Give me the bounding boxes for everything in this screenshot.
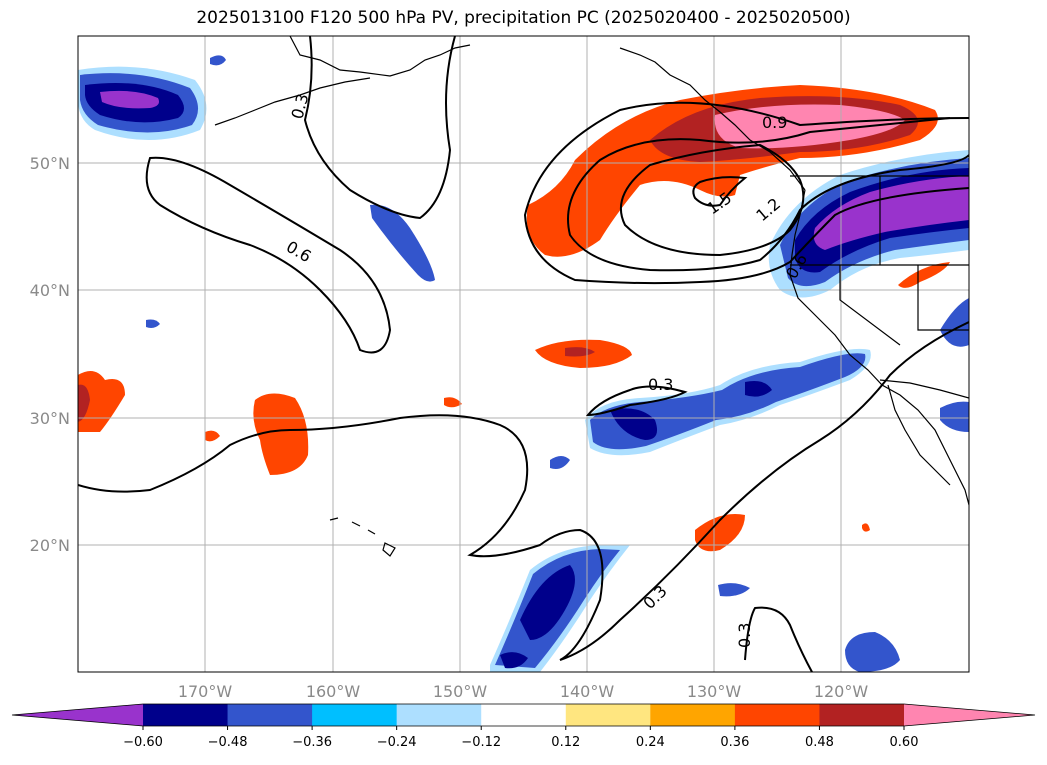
colorbar-tick-label: −0.36 — [292, 735, 332, 750]
colorbar-tick-label: 0.12 — [551, 735, 580, 750]
pv-contour-0.3-subtropical — [78, 321, 969, 661]
colorbar-bin — [481, 704, 567, 726]
map-content: 0.3 0.6 0.9 1.2 1.5 0.3 0.3 0.3 0.6 — [78, 36, 969, 672]
figure-title: 2025013100 F120 500 hPa PV, precipitatio… — [196, 8, 851, 28]
colorbar-bin — [819, 704, 905, 726]
precip-positive-region — [695, 514, 745, 552]
precip-negative-region — [500, 652, 528, 669]
lon-label-170w: 170°W — [178, 682, 233, 701]
pv-label: 0.9 — [762, 113, 787, 132]
lon-label-120w: 120°W — [814, 682, 869, 701]
pv-contour-0.9 — [523, 101, 969, 285]
longitude-labels: 170°W 160°W 150°W 140°W 130°W 120°W — [178, 682, 869, 701]
precip-negative-region — [718, 583, 750, 597]
pv-contour-0.3-south — [744, 606, 813, 672]
precip-negative-region — [940, 298, 969, 347]
colorbar-bin — [143, 704, 229, 726]
precip-negative-region — [845, 632, 900, 672]
colorbar-tick-label: 0.60 — [890, 735, 919, 750]
precip-negative-region — [590, 353, 866, 450]
colorbar-tick-label: 0.36 — [720, 735, 749, 750]
colorbar-tick-label: −0.12 — [461, 735, 501, 750]
colorbar-bin — [650, 704, 736, 726]
lon-label-140w: 140°W — [560, 682, 615, 701]
us-mexico-border — [879, 379, 969, 399]
precip-positive-region — [714, 104, 905, 149]
precip-positive-region — [78, 371, 125, 432]
precip-negative-region — [100, 90, 159, 109]
precip-positive-region — [205, 430, 220, 442]
aleutian-islands — [214, 77, 371, 126]
lat-label-50n: 50°N — [30, 154, 70, 173]
lat-label-40n: 40°N — [30, 281, 70, 300]
pv-contours — [78, 36, 969, 672]
colorbar-extend-high — [904, 704, 1035, 726]
pv-label: 0.3 — [648, 375, 673, 394]
precip-negative-region — [745, 381, 772, 397]
precip-shading — [78, 55, 969, 672]
hawaii-islands — [329, 517, 396, 557]
precip-negative-region — [210, 55, 226, 66]
colorbar-tick-label: 0.24 — [636, 735, 665, 750]
colorbar-bin — [396, 704, 482, 726]
lat-label-30n: 30°N — [30, 409, 70, 428]
precip-negative-region — [813, 176, 969, 250]
lon-label-130w: 130°W — [687, 682, 742, 701]
colorbar-tick-label: 0.48 — [805, 735, 834, 750]
precip-positive-region — [862, 523, 870, 532]
colorbar-extend-low — [12, 704, 143, 726]
colorbar-bin — [734, 704, 820, 726]
precip-negative-region — [146, 319, 160, 328]
latitude-labels: 50°N 40°N 30°N 20°N — [30, 154, 70, 555]
pv-contour-1.2 — [567, 117, 969, 272]
colorbar-bin — [227, 704, 313, 726]
precip-negative-region — [520, 565, 575, 640]
precip-positive-region — [898, 262, 950, 288]
pv-contour-0.3-east — [585, 385, 688, 417]
pv-contour-0.3-north — [303, 36, 456, 220]
lat-label-20n: 20°N — [30, 536, 70, 555]
state-borders — [790, 175, 969, 346]
colorbar-tick-label: −0.24 — [377, 735, 417, 750]
map-frame — [77, 35, 970, 673]
precip-negative-region — [550, 456, 570, 469]
us-west-coast — [789, 189, 969, 506]
baja-california — [887, 384, 951, 486]
pv-label: 0.3 — [735, 623, 754, 648]
pv-contour-1.5 — [620, 143, 805, 257]
precip-positive-region — [444, 397, 462, 408]
alaska-panhandle — [619, 47, 806, 191]
colorbar-tick-label: −0.60 — [123, 735, 163, 750]
precip-positive-region — [78, 384, 90, 422]
alaska-coast — [289, 36, 471, 77]
colorbar: −0.60 −0.48 −0.36 −0.24 −0.12 0.12 0.24 0.36 0.4… — [11, 703, 1036, 750]
precip-positive-region — [253, 393, 309, 475]
colorbar-tick-label: −0.48 — [208, 735, 248, 750]
precip-negative-region — [370, 204, 435, 282]
precip-negative-region — [610, 408, 658, 440]
colorbar-bin — [565, 704, 651, 726]
coastlines — [214, 36, 969, 557]
pv-contour-1.5-inner — [692, 176, 748, 207]
lon-label-150w: 150°W — [433, 682, 488, 701]
pv-contour-0.6-west — [145, 156, 392, 354]
precip-negative-region — [940, 401, 969, 432]
lon-label-160w: 160°W — [306, 682, 361, 701]
colorbar-bin — [312, 704, 398, 726]
